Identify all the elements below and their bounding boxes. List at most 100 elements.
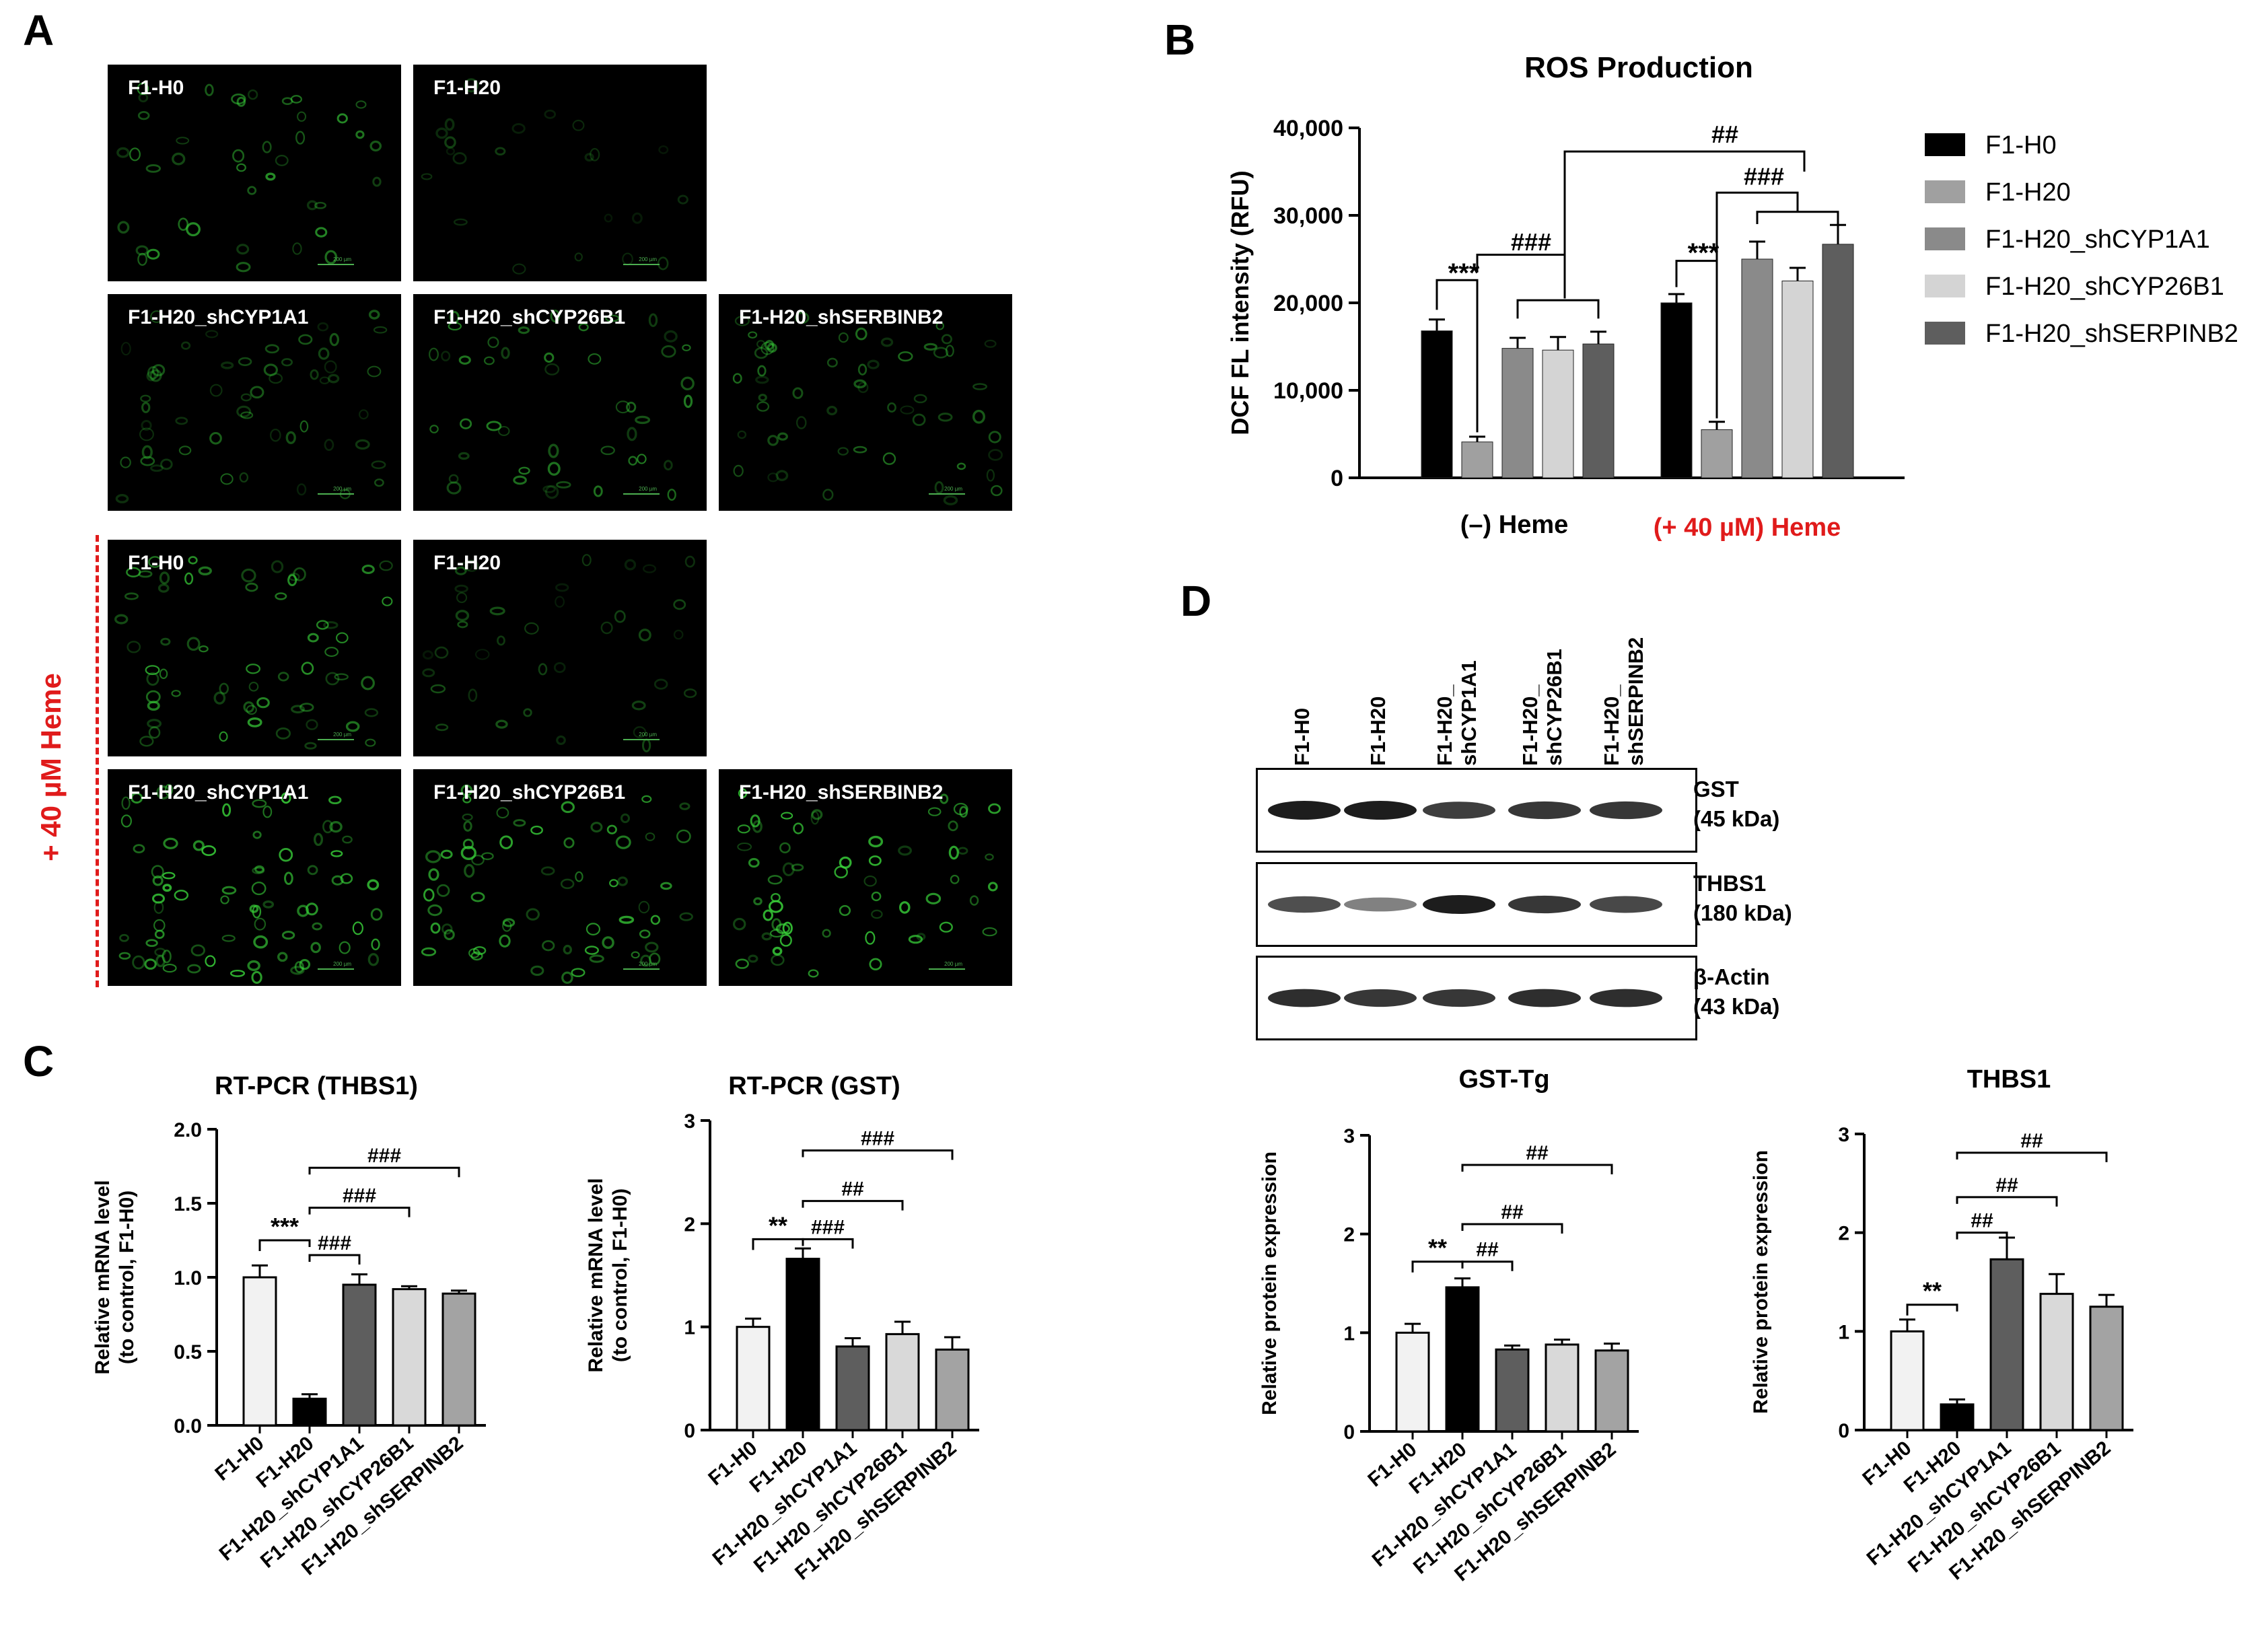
- cell-mark: [857, 382, 869, 394]
- cell-mark: [422, 668, 435, 678]
- cell-mark: [174, 890, 189, 901]
- bar: [1395, 1331, 1430, 1433]
- cell-mark: [782, 862, 795, 876]
- cell-mark: [120, 456, 131, 468]
- sig-bracket: [308, 1207, 411, 1217]
- legend-label: F1-H0: [1985, 131, 2057, 159]
- cell-mark: [262, 806, 273, 818]
- lane-label-line1: F1-H20: [1366, 696, 1390, 766]
- cell-mark: [645, 941, 659, 953]
- cell-mark: [141, 402, 151, 413]
- cell-mark: [475, 649, 490, 660]
- cell-mark: [345, 721, 360, 732]
- blot-protein-name: GST: [1693, 777, 1739, 802]
- cell-mark: [600, 446, 615, 456]
- cell-mark: [538, 663, 548, 676]
- cell-mark: [464, 559, 479, 572]
- cell-mark: [948, 820, 958, 832]
- chart-title: ROS Production: [1524, 51, 1753, 84]
- sig-bracket: [1715, 191, 1799, 415]
- y-tick-label: 1.5: [174, 1193, 202, 1215]
- cell-mark: [154, 929, 165, 939]
- cell-mark: [667, 489, 676, 501]
- bar: [2039, 1293, 2074, 1431]
- bar: [1781, 281, 1814, 478]
- cell-mark: [137, 252, 147, 266]
- cell-mark: [137, 82, 149, 96]
- cell-mark: [146, 371, 156, 382]
- cell-mark: [642, 564, 657, 573]
- cell-mark: [609, 879, 618, 888]
- blot-band: [1268, 989, 1341, 1007]
- bar: [1940, 1403, 1975, 1431]
- cell-mark: [154, 948, 166, 957]
- sig-bracket: [1516, 299, 1600, 319]
- cell-mark: [561, 801, 575, 814]
- cell-mark: [631, 700, 646, 711]
- cell-mark: [939, 921, 953, 933]
- sig-stars: **: [1923, 1277, 1942, 1305]
- bar: [1701, 429, 1733, 478]
- cell-mark: [985, 853, 994, 861]
- cell-mark: [898, 351, 913, 362]
- cell-mark: [187, 964, 201, 974]
- blot-1: [1256, 862, 1697, 947]
- scale-bar: [318, 739, 354, 740]
- cell-mark: [593, 485, 603, 497]
- cell-mark: [205, 83, 214, 96]
- micro-tile-shcyp26b1: F1-H20_shCYP26B1 200 µm: [413, 294, 707, 511]
- micro-bg: [413, 65, 707, 281]
- cell-mark: [956, 462, 966, 470]
- cell-mark: [157, 583, 170, 593]
- cell-mark: [638, 629, 651, 642]
- micro-bg: [719, 769, 1012, 986]
- cell-mark: [752, 820, 763, 833]
- cell-mark: [428, 868, 439, 881]
- sig-bracket: [308, 1166, 460, 1178]
- cell-mark: [138, 570, 153, 578]
- cell-mark: [563, 837, 575, 849]
- cell-mark: [811, 809, 823, 820]
- micro-bg: [413, 769, 707, 986]
- scale-bar: [623, 968, 660, 970]
- cell-mark: [428, 347, 439, 361]
- cell-mark: [738, 788, 748, 798]
- cell-mark: [648, 313, 658, 327]
- lane-label: F1-H0: [1290, 708, 1314, 766]
- lane-label-line1: F1-H0: [1290, 707, 1314, 766]
- cell-mark: [120, 814, 132, 828]
- blot-label: β-Actin (43 kDa): [1693, 962, 1779, 1022]
- cell-mark: [205, 330, 219, 339]
- cell-mark: [172, 152, 186, 166]
- cell-mark: [748, 954, 758, 963]
- cell-mark: [653, 678, 668, 690]
- cell-mark: [133, 844, 145, 853]
- sig-hash: ##: [841, 1178, 864, 1201]
- cell-mark: [151, 865, 164, 879]
- scale-bar: [623, 739, 660, 740]
- cell-mark: [342, 835, 353, 844]
- bar: [1822, 244, 1854, 478]
- micro-bg: [108, 65, 401, 281]
- micro-tile-f1-h20: F1-H20 200 µm: [413, 65, 707, 281]
- cell-mark: [229, 969, 246, 977]
- cell-mark: [263, 363, 278, 377]
- cell-mark: [324, 360, 337, 374]
- cell-mark: [178, 217, 189, 232]
- chart-title: THBS1: [1967, 1065, 2051, 1094]
- lane-label: F1-H20: [1366, 697, 1390, 766]
- sig-hash: ##: [1971, 1210, 1993, 1232]
- cell-mark: [290, 966, 305, 975]
- cell-mark: [486, 421, 502, 431]
- cell-mark: [941, 334, 952, 345]
- cell-mark: [374, 478, 384, 487]
- cell-mark: [220, 473, 234, 485]
- cell-mark: [275, 155, 289, 166]
- blot-band: [1590, 989, 1662, 1007]
- y-axis-label: Relative mRNA level: [92, 1180, 114, 1374]
- cell-mark: [767, 875, 783, 885]
- bar: [1495, 1348, 1530, 1433]
- cell-mark: [657, 256, 669, 271]
- cell-mark: [249, 904, 259, 913]
- cell-mark: [664, 460, 673, 470]
